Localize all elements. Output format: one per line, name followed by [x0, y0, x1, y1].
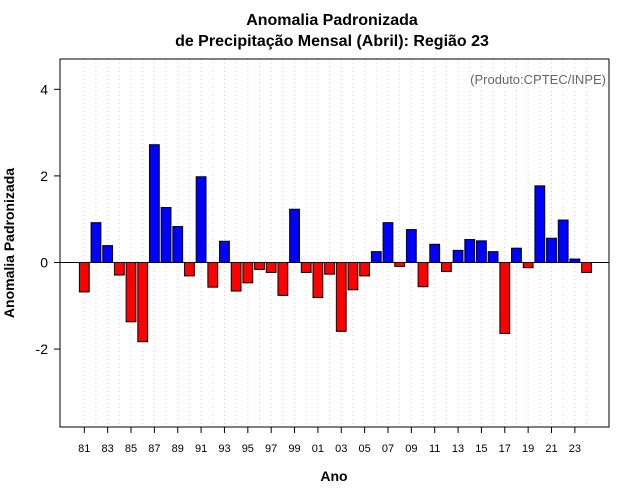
bar-89 [172, 226, 184, 263]
bar-19 [522, 261, 534, 269]
x-tick-label: 81 [78, 443, 90, 455]
bar-09 [405, 229, 417, 263]
bar-94 [230, 261, 242, 292]
bar-99 [289, 208, 300, 263]
y-axis-label: Anomalia Padronizada [1, 168, 17, 318]
chart-subtitle: de Precipitação Mensal (Abril): Região 2… [175, 33, 489, 50]
bar-92 [207, 261, 219, 288]
x-tick-label: 03 [335, 443, 347, 455]
bar-00 [300, 261, 312, 273]
bar-24 [581, 261, 592, 273]
bar-23 [569, 258, 581, 263]
bar-95 [242, 261, 254, 284]
bar-90 [184, 261, 195, 277]
bar-17 [499, 261, 511, 334]
bar-86 [137, 261, 149, 343]
x-tick-label: 01 [312, 443, 324, 455]
bars [78, 144, 592, 343]
x-tick-label: 15 [475, 443, 487, 455]
bar-07 [382, 222, 394, 263]
bar-04 [347, 261, 359, 291]
bar-83 [102, 245, 114, 263]
x-axis-label: Ano [320, 468, 347, 484]
bar-22 [557, 219, 569, 263]
bar-97 [265, 261, 277, 273]
bar-84 [113, 261, 125, 276]
chart-title: Anomalia Padronizada [246, 12, 418, 29]
bar-02 [324, 261, 335, 275]
x-tick-label: 99 [288, 443, 300, 455]
bar-85 [125, 261, 137, 323]
bar-16 [487, 251, 499, 263]
bar-13 [452, 249, 464, 263]
bar-20 [534, 185, 546, 263]
bar-96 [254, 261, 265, 270]
bar-03 [335, 261, 347, 332]
bar-98 [277, 261, 289, 296]
bar-06 [370, 251, 382, 263]
x-tick-label: 89 [172, 443, 184, 455]
bar-91 [195, 176, 207, 263]
x-axis: 81 83 85 87 89 91 93 95 97 99 01 03 05 07 09 11 13 15 17 19… [78, 427, 581, 455]
bar-14 [464, 239, 476, 263]
bar-08 [394, 261, 406, 267]
bar-88 [160, 207, 172, 263]
source-annotation: (Produto:CPTEC/INPE) [470, 72, 606, 87]
y-tick-label: -2 [36, 341, 49, 357]
x-tick-label: 11 [429, 443, 440, 455]
x-tick-label: 17 [499, 443, 511, 455]
bar-18 [511, 247, 522, 263]
bar-93 [219, 240, 230, 263]
x-tick-label: 13 [452, 443, 464, 455]
bar-15 [476, 240, 487, 263]
y-tick-label: 4 [40, 81, 48, 97]
bar-21 [546, 237, 557, 263]
x-tick-label: 09 [405, 443, 417, 455]
bar-87 [148, 144, 160, 263]
x-tick-label: 07 [382, 443, 394, 455]
x-tick-label: 05 [358, 443, 370, 455]
x-tick-label: 85 [125, 443, 137, 455]
bar-05 [359, 261, 371, 277]
y-tick-label: 2 [40, 168, 48, 184]
y-tick-label: 0 [40, 254, 48, 270]
x-tick-label: 95 [242, 443, 254, 455]
x-tick-label: 97 [265, 443, 277, 455]
x-tick-label: 83 [102, 443, 114, 455]
x-tick-label: 87 [148, 443, 160, 455]
bar-01 [312, 261, 324, 299]
x-tick-label: 21 [545, 443, 557, 455]
bar-81 [78, 261, 90, 293]
bar-12 [440, 261, 452, 273]
x-tick-label: 23 [569, 443, 581, 455]
bar-82 [90, 222, 102, 263]
bar-10 [417, 261, 429, 288]
x-tick-label: 19 [522, 443, 534, 455]
x-tick-label: 91 [195, 443, 207, 455]
y-axis: -2 0 2 4 [36, 81, 60, 357]
bar-11 [429, 243, 441, 263]
x-tick-label: 93 [218, 443, 230, 455]
plot-frame [59, 58, 610, 428]
